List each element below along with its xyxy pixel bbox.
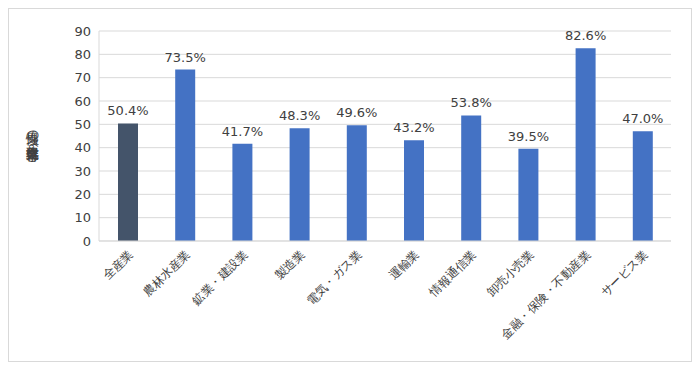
svg-text:20: 20 — [74, 187, 91, 202]
svg-text:金融・保険・不動産業: 金融・保険・不動産業 — [499, 247, 594, 342]
svg-text:卸売小売業: 卸売小売業 — [484, 247, 536, 299]
svg-text:情報通信業: 情報通信業 — [426, 247, 479, 300]
svg-text:運輸業: 運輸業 — [386, 247, 421, 282]
svg-text:41.7%: 41.7% — [222, 124, 263, 139]
svg-text:農林水産業: 農林水産業 — [141, 247, 193, 299]
svg-text:47.0%: 47.0% — [622, 111, 663, 126]
svg-text:40: 40 — [74, 140, 91, 155]
svg-text:70: 70 — [74, 70, 91, 85]
svg-text:90: 90 — [74, 24, 91, 39]
svg-text:73.5%: 73.5% — [165, 50, 206, 65]
svg-text:49.6%: 49.6% — [336, 105, 377, 120]
svg-text:48.3%: 48.3% — [279, 108, 320, 123]
svg-text:53.8%: 53.8% — [451, 95, 492, 110]
svg-text:0: 0 — [83, 234, 91, 249]
svg-text:男性の育児休業取得率（%）: 男性の育児休業取得率（%） — [26, 122, 41, 162]
svg-text:82.6%: 82.6% — [565, 28, 606, 43]
svg-text:60: 60 — [74, 94, 91, 109]
svg-text:全産業: 全産業 — [100, 247, 135, 282]
svg-text:50: 50 — [74, 117, 91, 132]
svg-text:30: 30 — [74, 164, 91, 179]
svg-text:鉱業・建設業: 鉱業・建設業 — [189, 247, 250, 308]
svg-text:43.2%: 43.2% — [393, 120, 434, 135]
svg-text:サービス業: サービス業 — [598, 247, 650, 299]
svg-text:製造業: 製造業 — [272, 247, 307, 282]
svg-text:50.4%: 50.4% — [107, 103, 148, 118]
svg-text:電気・ガス業: 電気・ガス業 — [304, 247, 365, 308]
svg-text:80: 80 — [74, 47, 91, 62]
svg-text:39.5%: 39.5% — [508, 129, 549, 144]
svg-text:10: 10 — [74, 210, 91, 225]
